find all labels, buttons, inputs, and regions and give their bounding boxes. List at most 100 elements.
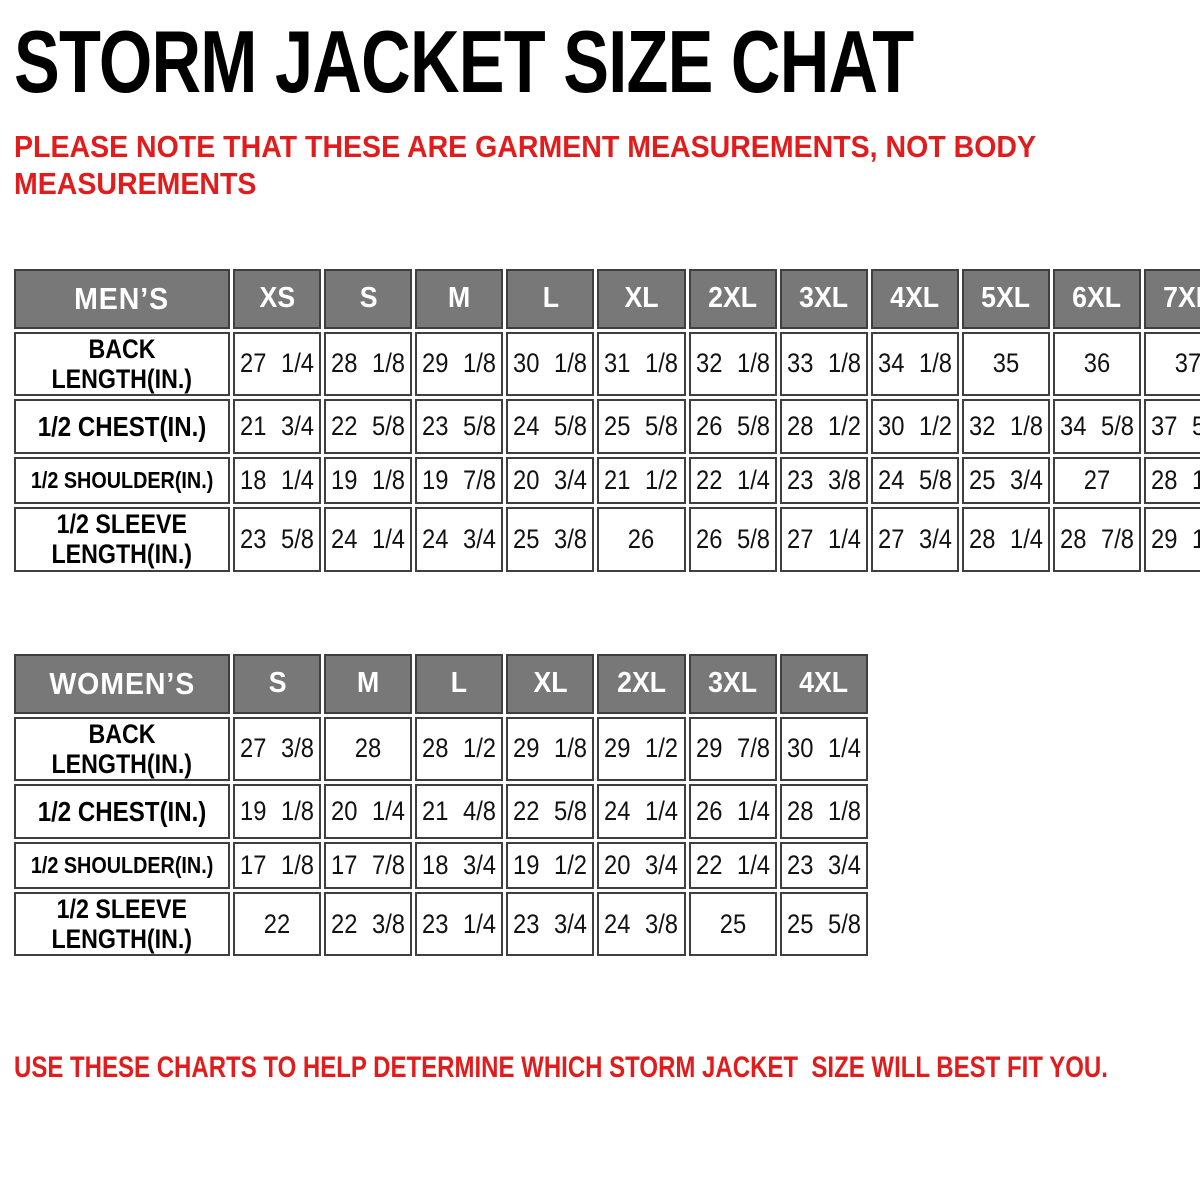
cell-value: 18 1/4 xyxy=(240,465,315,496)
womens-value-cell-1-6: 28 1/8 xyxy=(779,784,868,839)
fit-advice-note: USE THESE CHARTS TO HELP DETERMINE WHICH… xyxy=(14,1051,1108,1085)
mens-value-cell-2-8: 25 3/4 xyxy=(961,457,1050,505)
cell-value: 33 1/8 xyxy=(786,348,861,379)
cell-value: 24 1/4 xyxy=(604,796,679,826)
size-header-label: L xyxy=(451,667,468,700)
mens-size-header-xl: XL xyxy=(597,268,686,329)
cell-value: 22 5/8 xyxy=(513,796,588,826)
womens-value-cell-0-3: 29 1/8 xyxy=(506,716,595,781)
mens-header-row: MEN’S XS S M L XL 2XL 3XL 4XL 5XL 6XL 7XL xyxy=(14,268,1200,329)
mens-value-cell-1-0: 21 3/4 xyxy=(233,399,322,455)
mens-value-cell-2-0: 18 1/4 xyxy=(233,457,322,505)
mens-value-cell-3-0: 23 5/8 xyxy=(233,507,322,572)
page-title: STORM JACKET SIZE CHAT xyxy=(14,12,914,111)
row-label-line: 1/2 SLEEVE xyxy=(56,894,188,924)
womens-value-cell-2-4: 20 3/4 xyxy=(597,842,686,889)
womens-size-table-section: WOMEN’S S M L XL 2XL 3XL 4XL BACK LENGTH(IN.) 27 3… xyxy=(14,651,1200,960)
mens-value-cell-1-5: 26 5/8 xyxy=(688,399,777,455)
mens-value-cell-0-9: 36 xyxy=(1052,331,1141,397)
cell-value: 24 1/4 xyxy=(331,523,406,554)
cell-value: 35 xyxy=(992,348,1020,379)
mens-size-header-3xl: 3XL xyxy=(779,268,868,329)
cell-value: 27 xyxy=(1083,465,1111,496)
cell-value: 29 1/2 xyxy=(1150,523,1200,554)
cell-value: 29 1/8 xyxy=(513,733,588,764)
womens-value-cell-3-1: 22 3/8 xyxy=(324,892,413,957)
size-header-label: 3XL xyxy=(799,282,849,315)
womens-value-cell-0-1: 28 xyxy=(324,716,413,781)
mens-size-header-5xl: 5XL xyxy=(961,268,1050,329)
womens-table-title-cell: WOMEN’S xyxy=(14,653,231,714)
womens-measurement-row-0: BACK LENGTH(IN.) 27 3/8 28 28 1/2 29 1/8 29 1/… xyxy=(14,716,868,781)
mens-value-cell-2-7: 24 5/8 xyxy=(870,457,959,505)
cell-value: 28 1/4 xyxy=(1150,465,1200,496)
mens-value-cell-0-3: 30 1/8 xyxy=(506,331,595,397)
cell-value: 20 1/4 xyxy=(331,796,406,826)
cell-value: 26 5/8 xyxy=(695,523,770,554)
cell-value: 25 5/8 xyxy=(604,411,679,442)
cell-value: 34 1/8 xyxy=(877,348,952,379)
mens-size-table-section: MEN’SXSSMLXL2XL3XL4XL5XL6XL7XLBACKLENGTH… xyxy=(14,266,1200,575)
size-header-label: L xyxy=(542,282,559,315)
mens-value-cell-3-9: 28 7/8 xyxy=(1052,507,1141,572)
mens-value-cell-2-5: 22 1/4 xyxy=(688,457,777,505)
page-content: STORM JACKET SIZE CHAT PLEASE NOTE THAT … xyxy=(14,12,1200,1085)
cell-value: 28 1/2 xyxy=(786,411,861,442)
womens-measurement-row-1: 1/2 CHEST(IN.) 19 1/8 20 1/4 21 4/8 22 5/8 24… xyxy=(14,784,868,839)
cell-value: 23 1/4 xyxy=(422,908,497,939)
cell-value: 27 1/4 xyxy=(240,348,315,379)
cell-value: 17 1/8 xyxy=(240,850,315,880)
cell-value: 25 3/8 xyxy=(513,523,588,554)
womens-row-label-2: 1/2 SHOULDER(IN.) xyxy=(14,842,231,889)
mens-value-cell-1-3: 24 5/8 xyxy=(506,399,595,455)
cell-value: 18 3/4 xyxy=(422,850,497,880)
cell-value: 28 1/8 xyxy=(331,348,406,379)
cell-value: 23 5/8 xyxy=(240,523,315,554)
mens-value-cell-2-9: 27 xyxy=(1052,457,1141,505)
cell-value: 27 3/8 xyxy=(240,733,315,764)
cell-value: 26 1/4 xyxy=(695,796,770,826)
size-header-label: XS xyxy=(259,282,295,315)
cell-value: 21 3/4 xyxy=(240,411,315,442)
cell-value: 28 1/2 xyxy=(422,733,497,764)
cell-value: 21 1/2 xyxy=(604,465,679,496)
size-header-label: 2XL xyxy=(617,667,666,700)
mens-value-cell-2-3: 20 3/4 xyxy=(506,457,595,505)
size-header-label: XL xyxy=(533,667,568,700)
womens-value-cell-3-0: 22 xyxy=(233,892,322,957)
row-label-line: LENGTH(IN.) xyxy=(51,539,193,570)
womens-measurement-row-3: 1/2 SLEEVE LENGTH(IN.) 22 22 3/8 23 1/4 23 3/… xyxy=(14,892,868,957)
mens-measurement-row-0: BACK LENGTH(IN.) 27 1/4 28 1/8 29 1/8 30 1/8 3… xyxy=(14,331,1200,397)
mens-value-cell-1-8: 32 1/8 xyxy=(961,399,1050,455)
mens-value-cell-3-10: 29 1/2 xyxy=(1143,507,1200,572)
row-label-line: 1/2 CHEST(IN.) xyxy=(37,410,207,442)
mens-value-cell-2-4: 21 1/2 xyxy=(597,457,686,505)
mens-value-cell-0-2: 29 1/8 xyxy=(415,331,504,397)
mens-value-cell-3-4: 26 xyxy=(597,507,686,572)
mens-size-header-7xl: 7XL xyxy=(1143,268,1200,329)
cell-value: 28 xyxy=(355,733,382,764)
mens-size-header-4xl: 4XL xyxy=(870,268,959,329)
size-header-label: 6XL xyxy=(1072,282,1122,315)
mens-size-header-l: L xyxy=(506,268,595,329)
womens-value-cell-3-5: 25 xyxy=(688,892,777,957)
size-header-label: 4XL xyxy=(799,667,849,700)
mens-row-label-1: 1/2 CHEST(IN.) xyxy=(14,399,231,455)
mens-measurement-row-2: 1/2 SHOULDER(IN.) 18 1/4 19 1/8 19 7/8 20 3/… xyxy=(14,457,1200,505)
mens-value-cell-0-1: 28 1/8 xyxy=(324,331,413,397)
mens-value-cell-2-1: 19 1/8 xyxy=(324,457,413,505)
womens-value-cell-2-3: 19 1/2 xyxy=(506,842,595,889)
cell-value: 24 5/8 xyxy=(513,411,588,442)
womens-value-cell-2-0: 17 1/8 xyxy=(233,842,322,889)
cell-value: 26 5/8 xyxy=(695,411,770,442)
mens-value-cell-0-8: 35 xyxy=(961,331,1050,397)
mens-value-cell-0-6: 33 1/8 xyxy=(779,331,868,397)
cell-value: 22 3/8 xyxy=(331,908,406,939)
size-header-label: 4XL xyxy=(890,282,940,315)
cell-value: 24 5/8 xyxy=(877,465,952,496)
cell-value: 37 xyxy=(1174,348,1200,379)
womens-row-label-0: BACK LENGTH(IN.) xyxy=(14,716,231,781)
size-header-label: S xyxy=(268,667,287,700)
womens-value-cell-1-0: 19 1/8 xyxy=(233,784,322,839)
size-header-label: 5XL xyxy=(981,282,1031,315)
